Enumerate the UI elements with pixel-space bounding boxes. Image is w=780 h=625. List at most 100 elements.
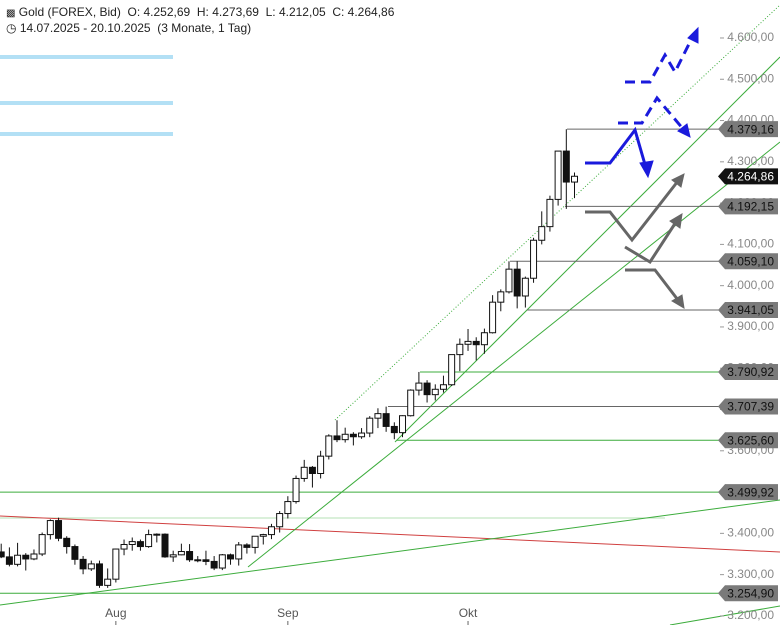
- y-tick-label: 3.900,00: [727, 319, 774, 333]
- trend-line: [247, 141, 780, 568]
- arrow-head: [677, 123, 691, 138]
- y-tick-label: 4.000,00: [727, 278, 774, 292]
- candle-body: [161, 533, 169, 558]
- candle-body: [374, 413, 382, 419]
- candle-body: [308, 466, 316, 474]
- level-badge: [718, 432, 778, 449]
- open: O: 4.252,69: [127, 5, 191, 19]
- candle-body: [14, 554, 22, 565]
- candle-body: [120, 544, 128, 550]
- zone-bar: [0, 55, 173, 59]
- candle-body: [366, 417, 374, 434]
- price-label: 4.264,86: [727, 170, 774, 184]
- candle-body: [456, 343, 464, 356]
- candle-body: [439, 384, 447, 390]
- candle-body: [251, 535, 259, 548]
- arrow: [625, 268, 680, 301]
- candle-body: [317, 455, 325, 474]
- arrow-head: [671, 173, 685, 188]
- level-label: 4.379,16: [727, 122, 774, 136]
- level-badge: [718, 253, 778, 270]
- candle-body: [104, 578, 112, 586]
- candle-body: [292, 477, 300, 503]
- y-tick-label: 4.600,00: [727, 30, 774, 44]
- candle-body: [530, 239, 538, 279]
- candle-body: [145, 534, 153, 548]
- candle-body: [243, 544, 251, 548]
- candle-body: [300, 466, 308, 479]
- badges: 4.379,16 4.192,15 4.059,10 3.941,05 3.790,92…: [718, 121, 778, 602]
- candle-body: [571, 175, 578, 183]
- candle-body: [382, 413, 390, 427]
- zone-bar: [0, 101, 173, 105]
- level-label: 3.941,05: [727, 303, 774, 317]
- x-tick-label: Sep: [277, 606, 299, 620]
- candle-body: [186, 551, 194, 561]
- candle-body: [358, 432, 366, 438]
- candle-body: [128, 541, 136, 546]
- candle-body: [284, 501, 292, 515]
- trend-line: [0, 499, 780, 606]
- candle-body: [55, 520, 63, 539]
- arrow: [585, 126, 648, 169]
- candle-body: [349, 433, 357, 438]
- arrow-head: [669, 213, 683, 229]
- candle-body: [95, 563, 103, 586]
- arrow-head: [671, 294, 685, 309]
- candle-body: [5, 556, 13, 565]
- arrow-head: [639, 160, 654, 179]
- candle-body: [513, 268, 521, 297]
- clock-icon: ◷: [6, 21, 17, 35]
- level-label: 3.707,39: [727, 400, 774, 414]
- level-badge: [718, 121, 778, 138]
- low: L: 4.212,05: [265, 5, 326, 19]
- level-badge: [718, 398, 778, 415]
- drawings: [0, 4, 780, 625]
- candle-body: [464, 340, 472, 345]
- x-tick-label: Okt: [459, 606, 478, 620]
- candle-body: [136, 541, 144, 548]
- candle-body: [497, 291, 505, 303]
- candle-body: [341, 433, 349, 441]
- y-tick-label: 4.500,00: [727, 71, 774, 85]
- y-tick-label: 3.200,00: [727, 608, 774, 622]
- level-label: 3.254,90: [727, 586, 774, 600]
- candle-body: [194, 559, 202, 562]
- candle-body: [169, 554, 177, 558]
- candle-body: [63, 537, 71, 548]
- level-label: 4.192,15: [727, 200, 774, 214]
- candle-body: [177, 551, 185, 556]
- period: (3 Monate, 1 Tag): [157, 21, 252, 35]
- candle-body: [480, 332, 488, 346]
- icon: ▩: [6, 8, 16, 19]
- level-badge: [718, 302, 778, 319]
- trend-line: [334, 4, 780, 421]
- candle-body: [546, 198, 554, 228]
- candle-body: [202, 559, 210, 562]
- candle-body: [0, 551, 5, 558]
- level-badge: [718, 198, 778, 215]
- candle-body: [79, 558, 87, 570]
- candle-body: [153, 533, 161, 536]
- candle-body: [210, 560, 218, 569]
- level-badge: [718, 484, 778, 501]
- trend-line: [394, 56, 780, 443]
- candle-body: [407, 389, 415, 417]
- level-badge: [718, 363, 778, 380]
- close: C: 4.264,86: [332, 5, 395, 19]
- plot: 4.600,004.500,004.400,004.300,004.200,00…: [0, 30, 774, 625]
- level-label: 3.790,92: [727, 365, 774, 379]
- arrow: [624, 221, 678, 265]
- candle-body: [46, 520, 54, 536]
- level-label: 3.499,92: [727, 485, 774, 499]
- candle-body: [431, 388, 439, 396]
- y-tick-label: 4.300,00: [727, 154, 774, 168]
- candle-body: [71, 546, 79, 560]
- candle-body: [87, 563, 95, 570]
- candle-body: [538, 226, 546, 241]
- candle-body: [276, 513, 284, 528]
- candle-body: [30, 553, 38, 560]
- symbol: Gold (FOREX, Bid): [18, 5, 121, 19]
